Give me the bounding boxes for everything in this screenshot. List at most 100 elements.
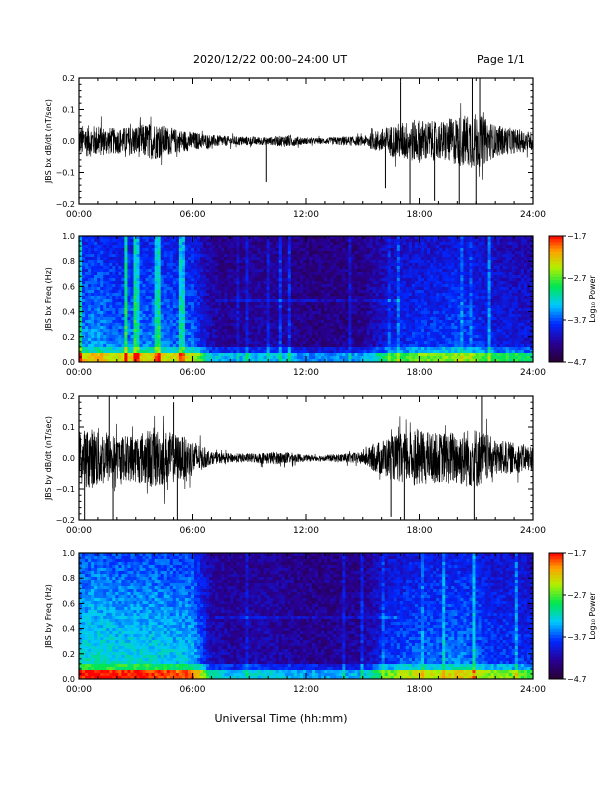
p2-spectrogram-cell — [245, 338, 249, 342]
p2-spectrogram-cell — [275, 299, 280, 303]
p2-spectrogram-cell — [233, 320, 237, 324]
p2-spectrogram-cell — [242, 275, 246, 279]
p2-spectrogram-cell — [281, 302, 286, 306]
p2-spectrogram-cell — [390, 347, 395, 351]
p2-spectrogram-cell — [206, 296, 210, 300]
p2-spectrogram-cell — [197, 272, 201, 276]
p2-spectrogram-cell — [275, 284, 280, 288]
p2-spectrogram-cell — [293, 251, 298, 255]
p2-spectrogram-cell — [163, 320, 168, 324]
p2-spectrogram-cell — [299, 329, 304, 333]
p2-spectrogram-cell — [324, 326, 328, 330]
p2-spectrogram-cell — [381, 281, 386, 285]
p2-spectrogram-cell — [269, 239, 274, 243]
p2-spectrogram-cell — [166, 326, 171, 330]
p2-spectrogram-cell — [417, 290, 422, 294]
p2-spectrogram-cell — [184, 254, 189, 258]
p2-spectrogram-cell — [251, 242, 255, 246]
p2-spectrogram-cell — [133, 335, 137, 339]
p2-spectrogram-cell — [299, 278, 304, 282]
p2-spectrogram-cell — [106, 263, 110, 267]
p2-spectrogram-cell — [130, 254, 134, 258]
p2-spectrogram-cell — [172, 323, 177, 327]
p2-spectrogram-cell — [333, 299, 337, 303]
p2-spectrogram-cell — [187, 341, 192, 345]
p2-spectrogram-cell — [427, 248, 431, 252]
p2-spectrogram-cell — [424, 242, 428, 246]
p2-spectrogram-cell — [427, 359, 431, 363]
p2-spectrogram-cell — [121, 275, 125, 279]
p2-spectrogram-cell — [360, 350, 364, 354]
p2-spectrogram-cell — [296, 353, 301, 357]
p2-spectrogram-cell — [209, 305, 213, 309]
p2-spectrogram-cell — [230, 353, 234, 357]
p2-spectrogram-cell — [151, 284, 156, 288]
p2-spectrogram-cell — [396, 248, 401, 252]
p2-spectrogram-cell — [97, 275, 101, 279]
p2-spectrogram-cell — [133, 332, 137, 336]
p2-spectrogram-cell — [100, 335, 104, 339]
p2-spectrogram-cell — [369, 311, 373, 315]
p2-spectrogram-cell — [215, 284, 219, 288]
p2-spectrogram-cell — [339, 284, 343, 288]
p2-spectrogram-cell — [372, 239, 377, 243]
p2-spectrogram-cell — [357, 359, 361, 363]
p2-spectrogram-cell — [312, 299, 316, 303]
p2-spectrogram-cell — [115, 308, 119, 312]
p2-spectrogram-cell — [178, 236, 183, 240]
p2-spectrogram-cell — [221, 287, 225, 291]
p2-spectrogram-cell — [387, 269, 392, 273]
p2-spectrogram-cell — [154, 353, 159, 357]
p2-spectrogram-cell — [91, 269, 95, 273]
p2-spectrogram-cell — [139, 320, 143, 324]
p2-spectrogram-cell — [109, 344, 113, 348]
p2-spectrogram-cell — [218, 254, 222, 258]
p2-spectrogram-cell — [197, 344, 201, 348]
p2-spectrogram-cell — [257, 323, 261, 327]
p2-spectrogram-cell — [318, 251, 322, 255]
p2-spectrogram-cell — [293, 260, 298, 264]
p2-spectrogram-cell — [293, 311, 298, 315]
p2-spectrogram-cell — [275, 266, 280, 270]
p2-spectrogram-cell — [82, 239, 86, 243]
p2-spectrogram-cell — [342, 335, 346, 339]
p2-spectrogram-cell — [242, 317, 246, 321]
p2-spectrogram-cell — [166, 329, 171, 333]
p2-spectrogram-cell — [242, 236, 246, 240]
p2-spectrogram-cell — [121, 335, 125, 339]
p2-spectrogram-cell — [142, 236, 146, 240]
p2-spectrogram-cell — [82, 329, 86, 333]
p2-spectrogram-cell — [272, 329, 277, 333]
p2-spectrogram-cell — [375, 311, 380, 315]
p2-spectrogram-cell — [206, 302, 210, 306]
p2-spectrogram-cell — [342, 317, 346, 321]
p2-spectrogram-cell — [200, 272, 204, 276]
p2-spectrogram-cell — [139, 359, 143, 363]
p2-spectrogram-cell — [166, 323, 171, 327]
p2-spectrogram-cell — [157, 356, 162, 360]
p2-spectrogram-cell — [94, 284, 98, 288]
p2-spectrogram-cell — [384, 278, 389, 282]
p2-spectrogram-cell — [390, 323, 395, 327]
p2-spectrogram-cell — [194, 347, 198, 351]
p2-spectrogram-cell — [330, 239, 334, 243]
p2-spectrogram-cell — [124, 242, 128, 246]
p2-spectrogram-cell — [427, 290, 431, 294]
p2-spectrogram-cell — [184, 326, 189, 330]
p2-spectrogram-cell — [203, 239, 207, 243]
p2-spectrogram-cell — [136, 329, 140, 333]
p2-spectrogram-cell — [127, 251, 131, 255]
p2-spectrogram-cell — [402, 251, 407, 255]
p2-spectrogram-cell — [263, 248, 268, 252]
p2-spectrogram-cell — [133, 320, 137, 324]
p2-spectrogram-cell — [414, 296, 419, 300]
p2-spectrogram-cell — [218, 260, 222, 264]
p2-spectrogram-cell — [157, 335, 162, 339]
p2-spectrogram-cell — [254, 335, 258, 339]
p2-spectrogram-cell — [372, 236, 377, 240]
p2-spectrogram-cell — [197, 305, 201, 309]
p2-spectrogram-cell — [82, 305, 86, 309]
p2-spectrogram-cell — [366, 266, 370, 270]
p2-spectrogram-cell — [175, 263, 180, 267]
p2-spectrogram-cell — [248, 284, 252, 288]
